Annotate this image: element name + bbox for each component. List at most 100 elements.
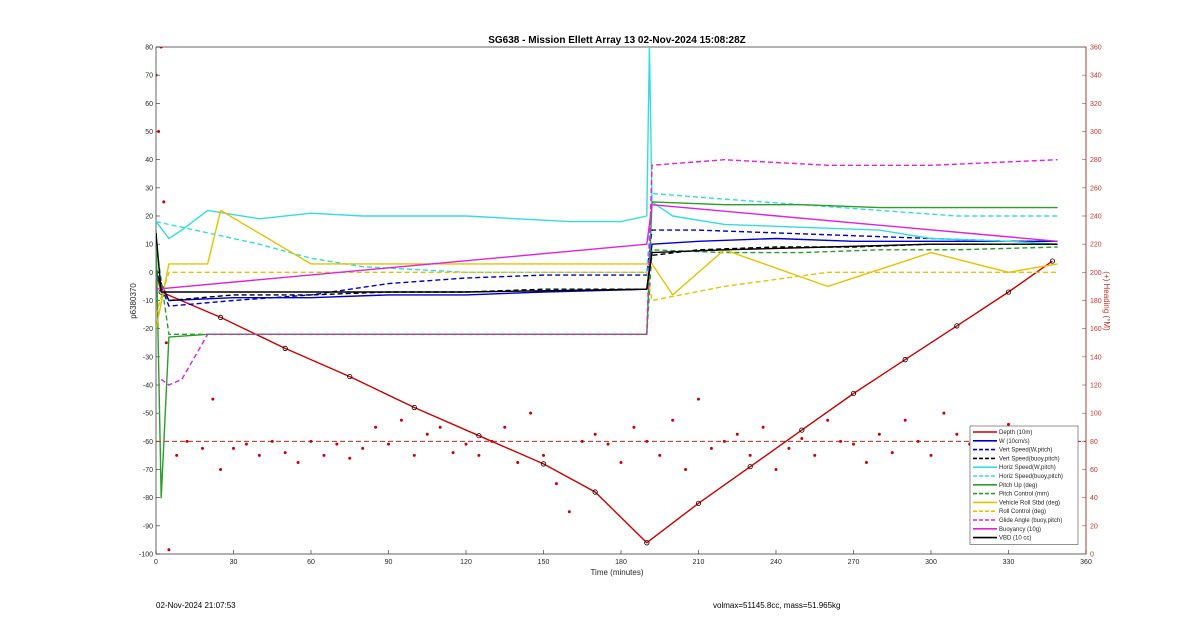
x-tick-label: 90 [385, 559, 393, 566]
right-y-tick-label: 80 [1090, 439, 1098, 446]
series-line-3 [156, 243, 1058, 302]
heading-point [839, 439, 843, 443]
heading-point [864, 460, 868, 464]
right-y-axis-label: (+) Heading (°M) [1102, 271, 1111, 331]
depth-marker [411, 404, 417, 411]
y-tick-label: -70 [143, 467, 153, 474]
series-line-4 [156, 47, 1058, 245]
legend-entry: Roll Control (deg) [999, 509, 1046, 515]
right-y-tick-label: 20 [1090, 523, 1098, 530]
heading-point [374, 425, 378, 429]
chart-title: SG638 - Mission Ellett Array 13 02-Nov-2… [488, 35, 746, 46]
legend-entry: Pitch Control (mm) [999, 492, 1049, 498]
heading-point [283, 451, 287, 455]
y-tick-label: -50 [143, 411, 153, 418]
y-tick-label: 80 [145, 45, 153, 52]
heading-point [761, 425, 765, 429]
heading-point [529, 411, 533, 415]
heading-point [955, 432, 959, 436]
heading-point [438, 425, 442, 429]
depth-marker [1005, 289, 1012, 295]
heading-point [748, 453, 752, 457]
heading-point [787, 446, 791, 450]
right-y-tick-label: 0 [1090, 552, 1094, 559]
y-tick-label: 30 [145, 185, 153, 192]
legend-entry: VBD (10 cc) [999, 536, 1031, 542]
heading-point [516, 460, 520, 464]
right-y-tick-label: 320 [1090, 101, 1102, 108]
x-tick-label: 330 [1003, 559, 1015, 566]
depth-marker [347, 373, 353, 380]
series-line-11 [156, 203, 1058, 290]
heading-point [270, 439, 274, 443]
heading-point [503, 425, 507, 429]
heading-point [387, 442, 390, 446]
plot-area: 0 30 60 90 120 150 180 210 240 270 300 330 360807060… [139, 45, 1102, 567]
legend-entry: Vert Speed(buoy,pitch) [999, 456, 1060, 462]
heading-point [697, 397, 700, 401]
legend: Depth (10m) W (10cm/s) Vert Speed(W,pitch)… [969, 425, 1079, 545]
heading-point [335, 442, 339, 446]
heading-point [1007, 422, 1010, 426]
heading-point [211, 397, 215, 401]
right-y-tick-label: 240 [1090, 214, 1102, 221]
depth-marker [217, 314, 224, 320]
heading-point [877, 432, 881, 436]
legend-entry: Horiz Speed(W,pitch) [999, 465, 1056, 471]
heading-point [542, 453, 545, 457]
heading-point [412, 453, 416, 457]
depth-marker [156, 269, 159, 275]
heading-point [606, 442, 610, 446]
y-tick-label: -60 [143, 439, 153, 446]
series-line-0 [156, 260, 1053, 544]
right-y-tick-label: 360 [1090, 45, 1102, 52]
depth-marker [695, 500, 702, 506]
legend-entry: W (10cm/s) [999, 439, 1030, 445]
right-y-tick-label: 100 [1090, 411, 1102, 418]
heading-point [580, 439, 584, 443]
right-y-tick-label: 180 [1090, 298, 1102, 305]
heading-point [185, 439, 189, 443]
x-tick-label: 120 [460, 559, 472, 566]
heading-point [813, 453, 817, 457]
heading-point [916, 439, 920, 443]
legend-entry: Buoyancy (10g) [999, 527, 1041, 533]
heading-point [477, 453, 481, 457]
heading-point [451, 451, 455, 455]
heading-point [167, 548, 171, 552]
heading-point [735, 432, 739, 436]
y-tick-label: 70 [145, 73, 153, 80]
heading-point [645, 439, 649, 443]
y-tick-label: -80 [143, 495, 153, 502]
heading-point [322, 453, 326, 457]
series-line-12 [156, 232, 1058, 293]
y-tick-label: -20 [143, 326, 153, 333]
heading-point [399, 418, 403, 422]
heading-point [157, 130, 161, 133]
legend-entry: Vehicle Roll Stbd (deg) [999, 500, 1060, 506]
heading-point [219, 468, 223, 471]
heading-point [903, 418, 907, 422]
y-tick-label: -90 [143, 523, 153, 530]
heading-point [632, 425, 636, 429]
heading-point [296, 460, 300, 464]
heading-point [800, 437, 804, 441]
x-tick-label: 0 [154, 559, 158, 566]
x-tick-label: 210 [693, 559, 705, 566]
y-axis-label: p6380370 [129, 283, 138, 319]
y-tick-label: -100 [139, 552, 153, 559]
depth-marker [282, 345, 288, 351]
heading-point [619, 460, 623, 464]
heading-point [464, 442, 468, 446]
right-y-tick-label: 160 [1090, 326, 1102, 333]
heading-point [232, 446, 235, 450]
heading-point [658, 453, 662, 457]
heading-point [361, 446, 365, 450]
heading-point [852, 442, 855, 446]
heading-point [671, 418, 675, 422]
depth-marker [902, 357, 908, 363]
legend-entry: Vert Speed(W,pitch) [999, 448, 1052, 454]
depth-marker [747, 464, 753, 470]
depth-marker [954, 323, 960, 329]
